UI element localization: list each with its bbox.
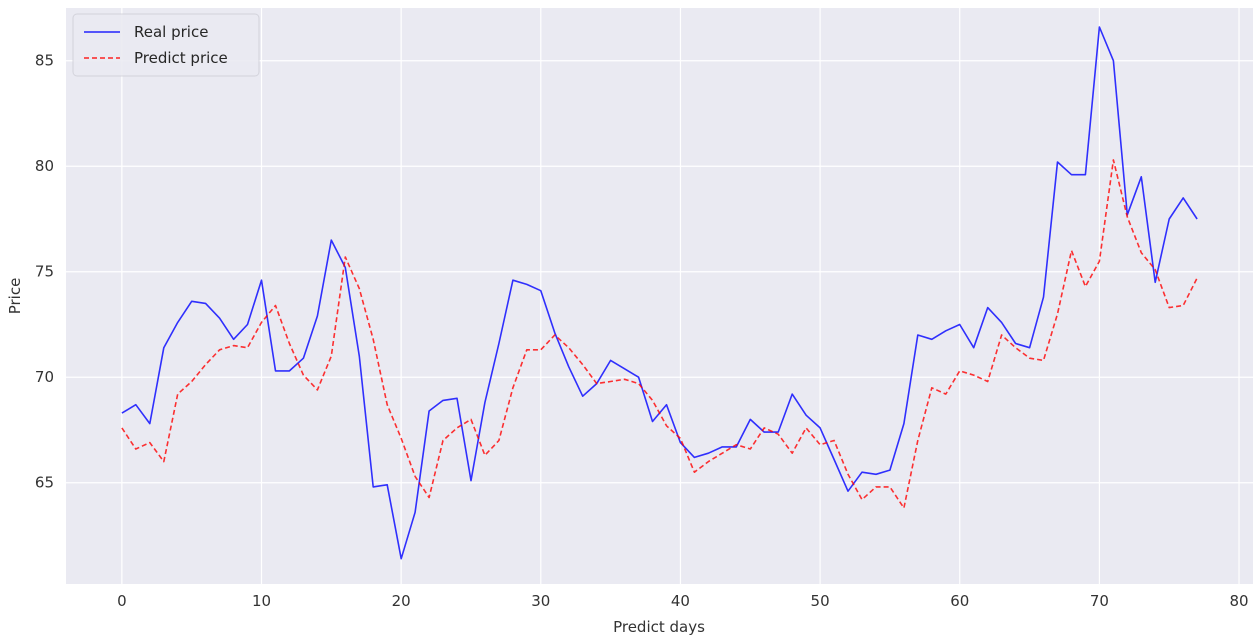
x-tick-label: 30	[531, 592, 550, 610]
x-tick-label: 70	[1090, 592, 1109, 610]
legend: Real price Predict price	[72, 13, 260, 77]
y-axis-label: Price	[6, 278, 24, 315]
y-tick-label: 65	[35, 474, 54, 492]
legend-label: Real price	[134, 23, 208, 41]
x-tick-label: 40	[671, 592, 690, 610]
y-tick-label: 70	[35, 368, 54, 386]
legend-label: Predict price	[134, 49, 228, 67]
y-tick-label: 75	[35, 263, 54, 281]
x-tick-label: 60	[950, 592, 969, 610]
y-axis-ticks: 65 70 75 80 85	[35, 52, 54, 492]
plot-area	[66, 8, 1253, 584]
y-tick-label: 80	[35, 157, 54, 175]
x-tick-label: 10	[252, 592, 271, 610]
x-axis-label: Predict days	[613, 618, 705, 636]
series-layer	[121, 26, 1198, 560]
x-tick-label: 0	[117, 592, 127, 610]
grid-lines	[66, 8, 1253, 584]
x-tick-label: 80	[1229, 592, 1248, 610]
x-tick-label: 20	[392, 592, 411, 610]
x-axis-ticks: 0 10 20 30 40 50 60 70 80	[117, 592, 1248, 610]
y-tick-label: 85	[35, 52, 54, 70]
x-tick-label: 50	[811, 592, 830, 610]
legend-box	[72, 13, 260, 77]
series-line-predict-price	[121, 159, 1198, 509]
